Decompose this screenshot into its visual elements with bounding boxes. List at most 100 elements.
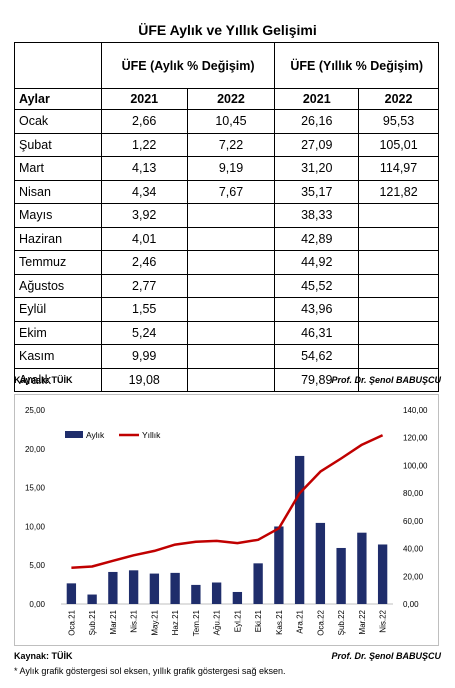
bar-aylik <box>149 573 160 604</box>
ufe-chart: 0,00 5,00 10,00 15,00 20,00 25,00 0,00 20,00 40,… <box>14 394 439 646</box>
x-axis-tick-label: Oca.21 <box>67 609 76 635</box>
left-axis-tick-label: 5,00 <box>29 561 45 570</box>
table-header-row: ÜFE (Aylık % Değişim) ÜFE (Yıllık % Deği… <box>14 42 439 89</box>
right-axis-tick-label: 100,00 <box>403 461 428 470</box>
chart-svg: 0,00 5,00 10,00 15,00 20,00 25,00 0,00 20,00 40,… <box>25 406 428 636</box>
chart-author-label: Prof. Dr. Şenol BABUŞCU <box>331 651 441 661</box>
ufe-table: ÜFE (Aylık % Değişim) ÜFE (Yıllık % Deği… <box>14 42 439 392</box>
left-axis-tick-label: 15,00 <box>25 484 46 493</box>
x-axis-tick-label: Şub.21 <box>88 609 97 635</box>
monthly-2022-cell: 10,45 <box>186 109 276 134</box>
monthly-2021-cell: 5,24 <box>100 320 188 345</box>
legend-label-aylik: Aylık <box>86 430 105 440</box>
x-axis-tick-label: Haz.21 <box>171 609 180 635</box>
source-label: Kaynak: TÜİK <box>14 375 73 385</box>
monthly-2021-cell: 19,08 <box>100 367 188 392</box>
left-axis-tick-label: 0,00 <box>29 600 45 609</box>
month-cell: Ağustos <box>14 273 102 298</box>
bar-aylik <box>377 544 388 604</box>
table-row: Haziran 4,01 42,89 <box>14 226 439 251</box>
monthly-2022-cell <box>186 273 276 298</box>
yearly-2021-cell: 38,33 <box>274 203 360 228</box>
table-row: Nisan 4,34 7,67 35,17 121,82 <box>14 179 439 204</box>
table-row: Aralık 19,08 79,89 <box>14 367 439 392</box>
table-year-row: Aylar 2021 2022 2021 2022 <box>14 88 439 110</box>
yearly-2022-cell: 114,97 <box>358 156 439 181</box>
month-cell: Kasım <box>14 344 102 369</box>
line-yillik <box>71 434 384 569</box>
yearly-2022-cell <box>358 367 439 392</box>
left-axis-tick-label: 10,00 <box>25 522 46 531</box>
month-cell: Eylül <box>14 297 102 322</box>
yearly-2022-cell <box>358 297 439 322</box>
bar-aylik <box>66 583 77 604</box>
monthly-2022-cell <box>186 320 276 345</box>
yearly-2022-cell: 95,53 <box>358 109 439 134</box>
right-axis-tick-label: 120,00 <box>403 434 428 443</box>
monthly-2021-cell: 2,77 <box>100 273 188 298</box>
bar-aylik <box>108 571 118 604</box>
x-axis-tick-label: Ağu.21 <box>213 609 222 635</box>
x-axis-tick-label: Tem.21 <box>192 609 201 636</box>
header-months: Aylar <box>14 88 102 110</box>
x-axis-tick-label: Mar.22 <box>358 609 367 634</box>
table-row: Mayıs 3,92 38,33 <box>14 203 439 228</box>
table-row: Şubat 1,22 7,22 27,09 105,01 <box>14 132 439 157</box>
monthly-2021-cell: 2,66 <box>100 109 188 134</box>
monthly-2021-cell: 1,22 <box>100 132 188 157</box>
monthly-2021-cell: 2,46 <box>100 250 188 275</box>
table-row: Ocak 2,66 10,45 26,16 95,53 <box>14 109 439 134</box>
monthly-2021-cell: 4,13 <box>100 156 188 181</box>
month-cell: Haziran <box>14 226 102 251</box>
legend-swatch-aylik <box>65 431 83 438</box>
right-axis-tick-label: 80,00 <box>403 489 424 498</box>
monthly-2022-cell <box>186 344 276 369</box>
left-axis-tick-label: 25,00 <box>25 406 46 415</box>
bar-aylik <box>336 547 346 604</box>
bar-aylik <box>357 532 367 604</box>
table-row: Eylül 1,55 43,96 <box>14 297 439 322</box>
bar-aylik <box>211 582 222 604</box>
yearly-2021-cell: 42,89 <box>274 226 360 251</box>
right-axis-tick-label: 0,00 <box>403 600 419 609</box>
monthly-2022-cell <box>186 250 276 275</box>
bar-aylik <box>191 584 201 604</box>
header-yearly: ÜFE (Yıllık % Değişim) <box>274 42 439 89</box>
bar-aylik <box>232 591 243 604</box>
bar-aylik <box>294 455 305 604</box>
month-cell: Mart <box>14 156 102 181</box>
table-row: Ekim 5,24 46,31 <box>14 320 439 345</box>
yearly-2021-cell: 45,52 <box>274 273 360 298</box>
monthly-2022-cell: 9,19 <box>186 156 276 181</box>
x-axis-tick-label: Nis.22 <box>379 609 388 632</box>
header-year: 2021 <box>100 88 188 110</box>
yearly-2022-cell: 121,82 <box>358 179 439 204</box>
bar-aylik <box>87 594 97 604</box>
yearly-2022-cell <box>358 250 439 275</box>
x-axis-tick-label: May.21 <box>150 609 159 635</box>
month-cell: Aralık <box>14 367 102 392</box>
monthly-2021-cell: 1,55 <box>100 297 188 322</box>
yearly-2021-cell: 26,16 <box>274 109 360 134</box>
yearly-2022-cell <box>358 273 439 298</box>
header-year: 2022 <box>186 88 276 110</box>
x-axis-tick-label: Mar.21 <box>109 609 118 634</box>
x-axis-tick-label: Eki.21 <box>254 609 263 632</box>
monthly-2021-cell: 9,99 <box>100 344 188 369</box>
table-row: Kasım 9,99 54,62 <box>14 344 439 369</box>
monthly-2022-cell: 7,22 <box>186 132 276 157</box>
month-cell: Ocak <box>14 109 102 134</box>
header-empty-cell <box>14 42 102 89</box>
yearly-2022-cell: 105,01 <box>358 132 439 157</box>
monthly-2022-cell <box>186 226 276 251</box>
yearly-2021-cell: 27,09 <box>274 132 360 157</box>
yearly-2021-cell: 54,62 <box>274 344 360 369</box>
header-year: 2021 <box>274 88 360 110</box>
month-cell: Nisan <box>14 179 102 204</box>
x-axis-tick-label: Şub.22 <box>337 609 346 635</box>
yearly-2021-cell: 46,31 <box>274 320 360 345</box>
monthly-2021-cell: 4,34 <box>100 179 188 204</box>
monthly-2022-cell <box>186 203 276 228</box>
yearly-2022-cell <box>358 203 439 228</box>
right-axis-tick-label: 140,00 <box>403 406 428 415</box>
